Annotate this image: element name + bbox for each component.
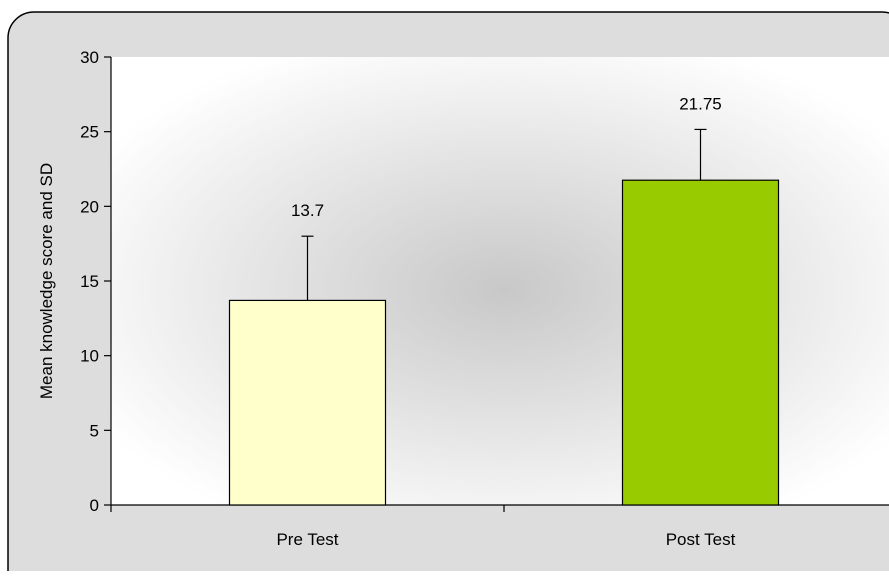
axes: 0 5 10 15 20 25 30 xyxy=(80,48,889,515)
x-tick-label: Post Test xyxy=(666,530,736,549)
y-tick-label: 10 xyxy=(80,347,99,366)
data-label: 13.7 xyxy=(291,201,324,220)
y-tick-label: 30 xyxy=(80,48,99,67)
y-tick-label: 25 xyxy=(80,123,99,142)
bar-pre-test xyxy=(228,299,387,506)
y-tick-label: 15 xyxy=(80,272,99,291)
bar-post-test xyxy=(621,179,780,506)
y-axis-label: Mean knowledge score and SD xyxy=(37,163,56,399)
bars xyxy=(228,128,780,506)
y-tick-label: 5 xyxy=(90,421,99,440)
x-tick-label: Pre Test xyxy=(276,530,338,549)
data-label: 21.75 xyxy=(679,94,722,113)
y-tick-label: 20 xyxy=(80,197,99,216)
labels: 13.7 Pre Test 21.75 Post Test xyxy=(276,94,735,549)
y-tick-label: 0 xyxy=(90,496,99,515)
